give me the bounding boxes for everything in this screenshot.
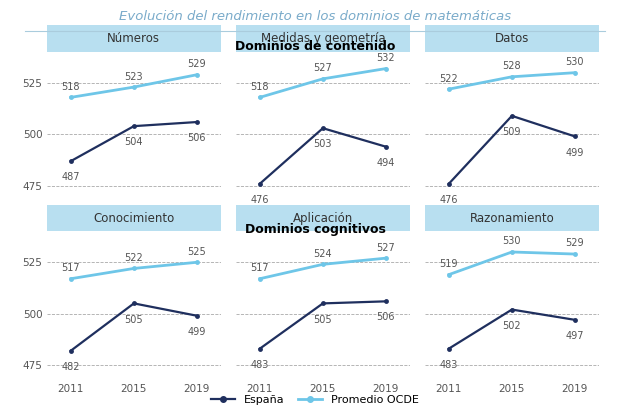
Text: 504: 504 bbox=[125, 137, 143, 147]
Text: Evolución del rendimiento en los dominios de matemáticas: Evolución del rendimiento en los dominio… bbox=[119, 10, 511, 23]
FancyBboxPatch shape bbox=[425, 205, 598, 231]
Text: 518: 518 bbox=[251, 82, 269, 92]
Text: 524: 524 bbox=[314, 249, 332, 259]
Text: Datos: Datos bbox=[495, 32, 529, 45]
Text: 499: 499 bbox=[566, 148, 584, 158]
Text: 529: 529 bbox=[188, 59, 206, 69]
Text: Conocimiento: Conocimiento bbox=[93, 211, 175, 225]
Text: 494: 494 bbox=[377, 158, 395, 168]
Text: 530: 530 bbox=[566, 57, 584, 67]
Text: 505: 505 bbox=[314, 314, 332, 324]
Text: 522: 522 bbox=[125, 253, 143, 263]
Text: 506: 506 bbox=[377, 312, 395, 322]
FancyBboxPatch shape bbox=[47, 205, 220, 231]
Text: 527: 527 bbox=[377, 243, 395, 253]
FancyBboxPatch shape bbox=[236, 25, 410, 52]
FancyBboxPatch shape bbox=[425, 25, 598, 52]
Text: 530: 530 bbox=[503, 236, 521, 246]
Text: Razonamiento: Razonamiento bbox=[469, 211, 554, 225]
Text: 527: 527 bbox=[314, 63, 332, 73]
Text: 487: 487 bbox=[62, 172, 80, 182]
Text: 532: 532 bbox=[377, 53, 395, 63]
Text: 499: 499 bbox=[188, 327, 206, 337]
Text: 497: 497 bbox=[566, 331, 584, 341]
Text: 519: 519 bbox=[440, 259, 458, 269]
Text: 502: 502 bbox=[503, 321, 521, 331]
FancyBboxPatch shape bbox=[47, 25, 220, 52]
Text: 476: 476 bbox=[440, 195, 458, 205]
Text: Medidas y geometría: Medidas y geometría bbox=[261, 32, 385, 45]
Text: 505: 505 bbox=[125, 314, 143, 324]
Text: Dominios cognitivos: Dominios cognitivos bbox=[244, 223, 386, 236]
Text: 476: 476 bbox=[251, 195, 269, 205]
Text: 483: 483 bbox=[440, 360, 458, 370]
Text: 522: 522 bbox=[440, 73, 458, 83]
Text: 506: 506 bbox=[188, 133, 206, 143]
Text: 525: 525 bbox=[188, 247, 206, 257]
Text: 517: 517 bbox=[251, 263, 269, 273]
Legend: España, Promedio OCDE: España, Promedio OCDE bbox=[206, 390, 424, 409]
Text: Números: Números bbox=[107, 32, 161, 45]
Text: 529: 529 bbox=[566, 239, 584, 249]
Text: Dominios de contenido: Dominios de contenido bbox=[235, 40, 395, 53]
Text: Aplicación: Aplicación bbox=[293, 211, 353, 225]
Text: 528: 528 bbox=[503, 61, 521, 71]
Text: 518: 518 bbox=[62, 82, 80, 92]
Text: 482: 482 bbox=[62, 362, 80, 372]
Text: 503: 503 bbox=[314, 139, 332, 149]
Text: 483: 483 bbox=[251, 360, 269, 370]
FancyBboxPatch shape bbox=[236, 205, 410, 231]
Text: 517: 517 bbox=[62, 263, 80, 273]
Text: 523: 523 bbox=[125, 72, 143, 81]
Text: 509: 509 bbox=[503, 127, 521, 137]
